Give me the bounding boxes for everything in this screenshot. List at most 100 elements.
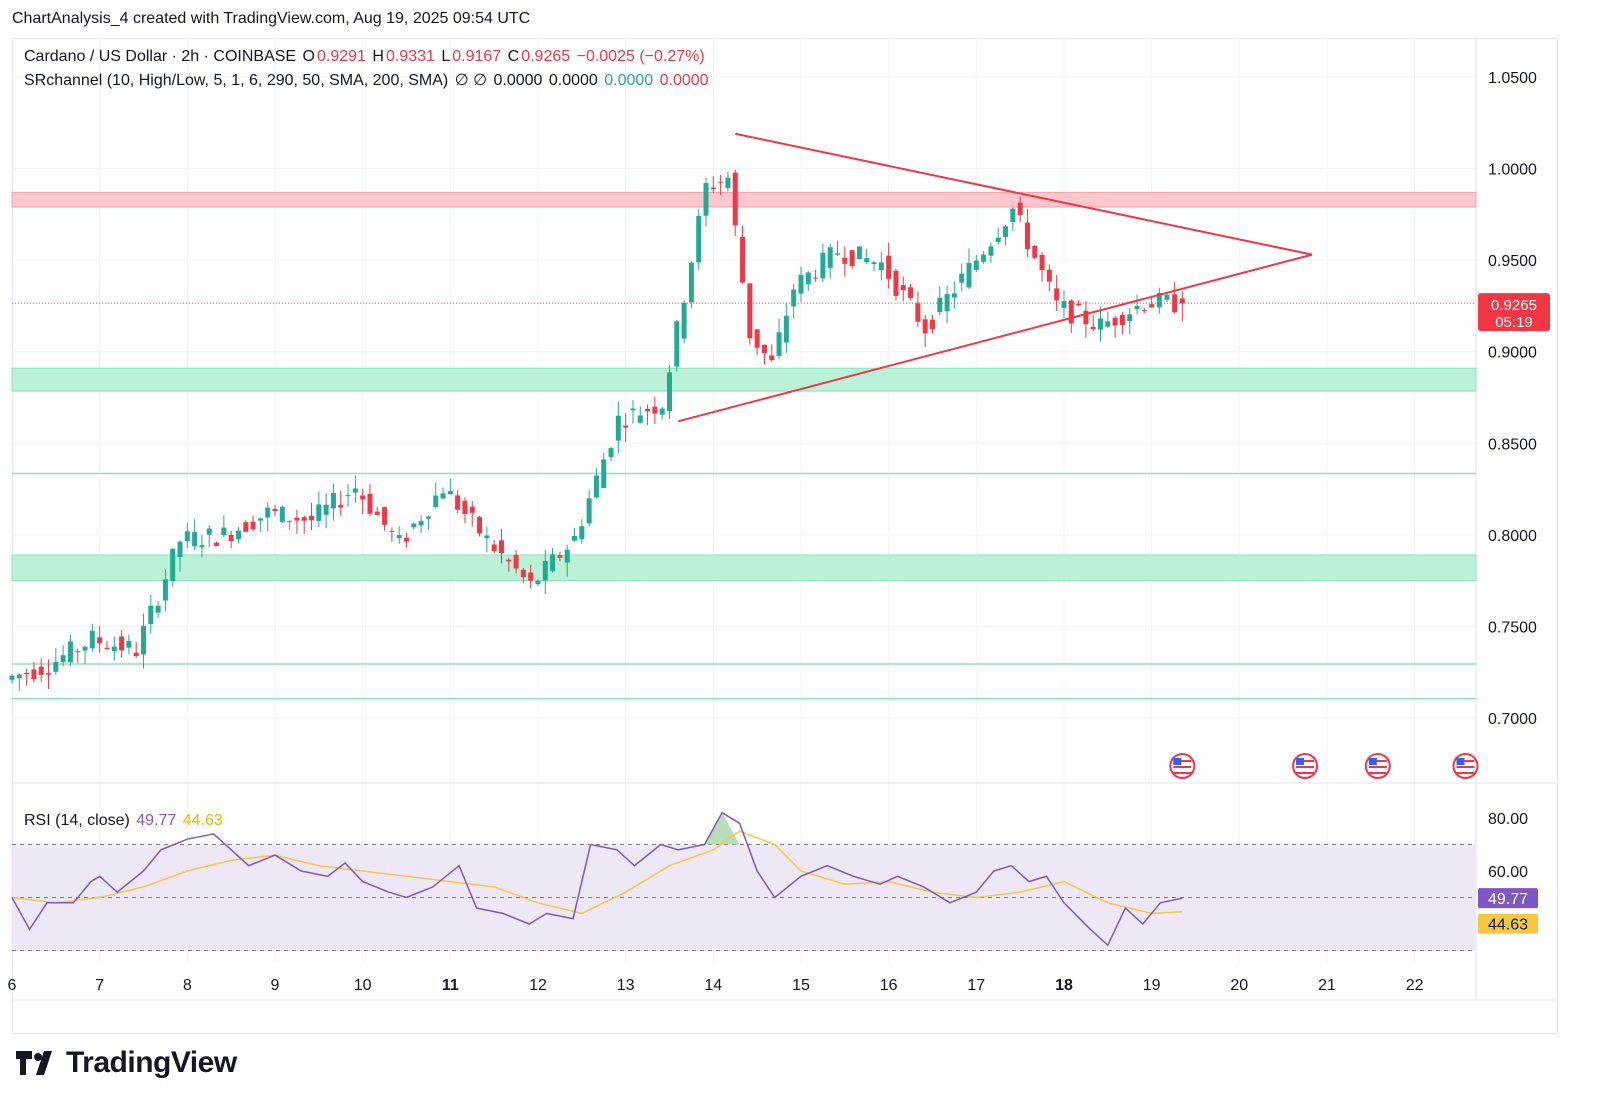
rsi-overbought-fill <box>704 812 740 845</box>
candle <box>309 502 315 531</box>
tradingview-brand[interactable]: TradingView <box>16 1046 237 1080</box>
candle-body <box>192 532 198 547</box>
time-tick-label: 11 <box>442 977 459 994</box>
candle-body <box>309 516 315 521</box>
candle <box>973 254 979 273</box>
candle <box>330 483 336 521</box>
time-tick-label: 15 <box>792 977 810 994</box>
candle-body <box>265 507 271 518</box>
candle <box>24 668 30 686</box>
candle <box>469 501 475 527</box>
candle <box>805 271 811 291</box>
candle-body <box>703 183 709 216</box>
candle-body <box>411 523 417 528</box>
candle-body <box>338 504 344 508</box>
time-tick-label: 16 <box>880 977 898 994</box>
triangle-lower-line <box>677 253 1313 423</box>
candle-body <box>908 287 914 298</box>
candle-body <box>170 548 176 582</box>
flag-canton <box>1173 758 1182 765</box>
candle-body <box>710 187 716 190</box>
candle <box>1039 252 1045 282</box>
candle <box>908 283 914 301</box>
candle <box>813 269 819 282</box>
candle <box>710 176 716 194</box>
candle <box>367 483 373 517</box>
candle-body <box>469 506 475 513</box>
candle-body <box>557 555 563 558</box>
time-tick-label: 14 <box>704 977 722 994</box>
rsi-legend: RSI (14, close) 49.77 44.63 <box>24 812 225 830</box>
candle <box>82 645 88 665</box>
candle <box>294 509 300 534</box>
candle-body <box>864 258 870 263</box>
candle-body <box>513 554 519 569</box>
time-tick-label: 17 <box>967 977 985 994</box>
candle <box>16 673 22 692</box>
candle <box>520 568 526 583</box>
price-tag <box>1478 293 1550 332</box>
candle-body <box>38 666 44 675</box>
us-event-flag-icon <box>1292 753 1319 779</box>
candle-body <box>177 541 183 558</box>
price-tick-label: 0.7500 <box>1488 619 1537 636</box>
symbol-title[interactable]: Cardano / US Dollar · 2h · COINBASE <box>24 48 297 65</box>
candle <box>542 549 548 594</box>
candle <box>608 446 614 462</box>
indicator-icons: ∅ ∅ <box>454 72 488 89</box>
candle-body <box>1164 294 1170 300</box>
candle <box>1068 299 1074 333</box>
open-label: O <box>302 48 315 65</box>
symbol-legend: Cardano / US Dollar · 2h · COINBASE O 0.9… <box>24 48 707 66</box>
candle <box>754 328 760 356</box>
candle <box>162 569 168 612</box>
candle-body <box>462 500 468 514</box>
candle-body <box>637 415 643 423</box>
candle <box>396 526 402 544</box>
candle <box>301 515 307 534</box>
rsi-ma-legend-value: 44.63 <box>182 812 223 829</box>
candle-body <box>813 277 819 279</box>
indicator-value-1: 0.0000 <box>493 72 543 89</box>
candle <box>389 527 395 542</box>
rsi-ma-tag <box>1478 913 1538 934</box>
candle-body <box>769 355 775 361</box>
candle <box>265 502 271 532</box>
candle-body <box>776 332 782 357</box>
candle <box>287 520 293 530</box>
candle <box>148 594 154 634</box>
candle <box>791 283 797 319</box>
candle <box>1076 300 1082 307</box>
candle <box>192 518 198 551</box>
us-event-flag-icon <box>1452 753 1479 779</box>
candle <box>323 493 329 529</box>
candle-body <box>1054 288 1060 301</box>
candle-body <box>31 669 37 680</box>
candle-body <box>666 372 672 412</box>
candle-body <box>418 521 424 526</box>
candle <box>922 314 928 347</box>
resistance-zone <box>11 191 1477 208</box>
candle-body <box>389 530 395 532</box>
candle-body <box>403 537 409 542</box>
candle <box>1127 308 1133 335</box>
candle-body <box>535 580 541 585</box>
candle <box>382 506 388 531</box>
candle-body <box>586 498 592 524</box>
rsi-title[interactable]: RSI (14, close) <box>24 812 130 829</box>
candle-body <box>396 535 402 539</box>
candle <box>506 557 512 572</box>
candle-body <box>433 495 439 507</box>
indicator-legend: SRchannel (10, High/Low, 5, 1, 6, 290, 5… <box>24 70 711 90</box>
candle <box>1119 312 1125 335</box>
high-label: H <box>372 48 384 65</box>
indicator-title[interactable]: SRchannel (10, High/Low, 5, 1, 6, 290, 5… <box>24 72 449 89</box>
candle <box>769 344 775 362</box>
candle <box>601 452 607 489</box>
candle-body <box>1179 298 1185 304</box>
candle-body <box>1156 292 1162 308</box>
candle-body <box>871 262 877 265</box>
candle <box>1046 264 1052 292</box>
candle <box>1156 287 1162 314</box>
